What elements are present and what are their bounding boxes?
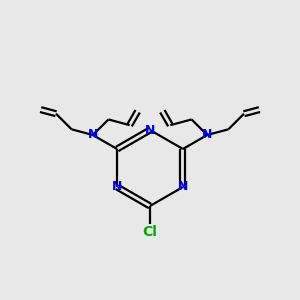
Text: Cl: Cl xyxy=(142,225,158,239)
Text: N: N xyxy=(88,128,98,142)
Text: N: N xyxy=(145,124,155,136)
Text: N: N xyxy=(112,181,122,194)
Text: N: N xyxy=(202,128,212,142)
Text: N: N xyxy=(178,181,188,194)
